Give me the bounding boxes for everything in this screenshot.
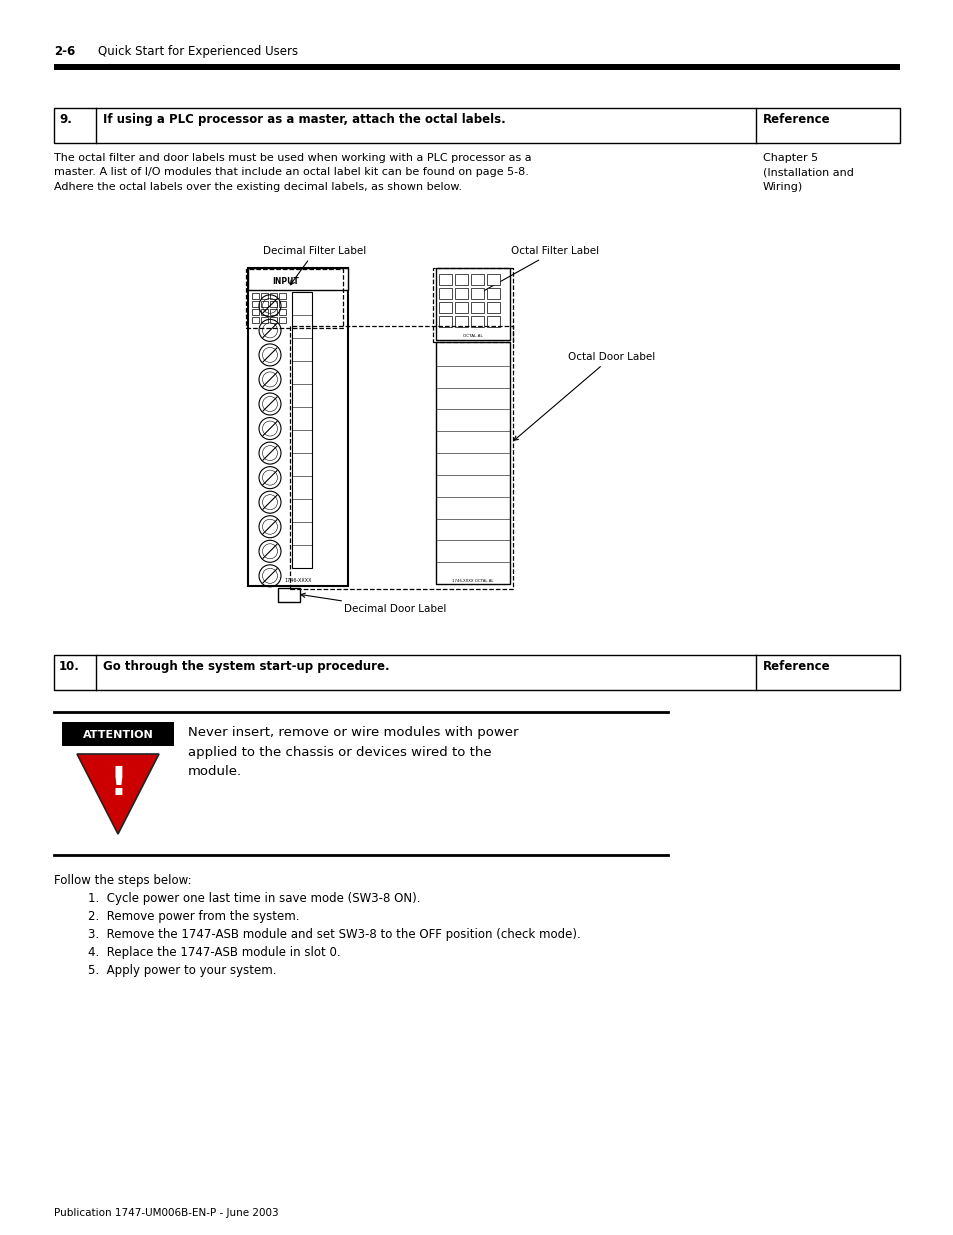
Bar xyxy=(292,291,312,568)
Text: 1746-XXXX: 1746-XXXX xyxy=(284,578,312,583)
Bar xyxy=(278,317,286,324)
Bar xyxy=(436,268,510,340)
Bar xyxy=(252,301,258,308)
Text: Publication 1747-UM006B-EN-P - June 2003: Publication 1747-UM006B-EN-P - June 2003 xyxy=(54,1208,278,1218)
Bar xyxy=(486,288,499,299)
Bar xyxy=(270,317,276,324)
Bar xyxy=(277,588,299,601)
Bar xyxy=(54,107,899,143)
Bar xyxy=(248,268,348,585)
Bar xyxy=(471,303,483,312)
Bar xyxy=(278,309,286,315)
Bar xyxy=(471,274,483,285)
Bar xyxy=(455,274,468,285)
Bar xyxy=(270,301,276,308)
Polygon shape xyxy=(77,755,159,834)
Bar xyxy=(438,274,452,285)
Bar xyxy=(486,274,499,285)
Text: Reference: Reference xyxy=(762,112,830,126)
Bar xyxy=(270,309,276,315)
Text: Octal Filter Label: Octal Filter Label xyxy=(474,246,598,296)
Text: Go through the system start-up procedure.: Go through the system start-up procedure… xyxy=(103,659,389,673)
Bar xyxy=(54,655,899,690)
Text: Quick Start for Experienced Users: Quick Start for Experienced Users xyxy=(98,44,297,58)
Text: 5.  Apply power to your system.: 5. Apply power to your system. xyxy=(88,965,276,977)
Bar xyxy=(455,303,468,312)
Bar xyxy=(252,309,258,315)
Text: Chapter 5
(Installation and
Wiring): Chapter 5 (Installation and Wiring) xyxy=(762,153,853,191)
Bar xyxy=(471,316,483,327)
Bar xyxy=(261,301,268,308)
Bar xyxy=(455,316,468,327)
Text: 1.  Cycle power one last time in save mode (SW3-8 ON).: 1. Cycle power one last time in save mod… xyxy=(88,892,420,905)
Bar xyxy=(261,317,268,324)
Bar xyxy=(486,303,499,312)
Bar xyxy=(62,722,173,746)
Bar xyxy=(252,293,258,299)
Text: If using a PLC processor as a master, attach the octal labels.: If using a PLC processor as a master, at… xyxy=(103,112,505,126)
Bar xyxy=(54,64,899,70)
Bar xyxy=(455,288,468,299)
Text: Reference: Reference xyxy=(762,659,830,673)
Text: OCTAL AL: OCTAL AL xyxy=(462,333,482,338)
Bar xyxy=(290,326,513,589)
Text: Octal Door Label: Octal Door Label xyxy=(514,352,655,441)
Bar xyxy=(252,317,258,324)
Text: 2.  Remove power from the system.: 2. Remove power from the system. xyxy=(88,910,299,923)
Text: Decimal Filter Label: Decimal Filter Label xyxy=(263,246,366,285)
Text: 10.: 10. xyxy=(59,659,80,673)
Bar xyxy=(438,303,452,312)
Text: INPUT: INPUT xyxy=(273,277,299,285)
Bar xyxy=(278,301,286,308)
Bar xyxy=(248,268,348,290)
Text: 3.  Remove the 1747-ASB module and set SW3-8 to the OFF position (check mode).: 3. Remove the 1747-ASB module and set SW… xyxy=(88,927,580,941)
Bar xyxy=(486,316,499,327)
Bar xyxy=(270,293,276,299)
Text: 1746-XXXX OCTAL AL: 1746-XXXX OCTAL AL xyxy=(452,579,494,583)
Bar xyxy=(436,342,510,584)
Bar xyxy=(246,269,343,329)
Text: Decimal Door Label: Decimal Door Label xyxy=(300,593,446,614)
Bar xyxy=(278,293,286,299)
Text: !: ! xyxy=(109,766,127,804)
Bar xyxy=(471,288,483,299)
Text: 4.  Replace the 1747-ASB module in slot 0.: 4. Replace the 1747-ASB module in slot 0… xyxy=(88,946,340,960)
Bar xyxy=(261,309,268,315)
Text: The octal filter and door labels must be used when working with a PLC processor : The octal filter and door labels must be… xyxy=(54,153,531,191)
Bar xyxy=(438,316,452,327)
Bar xyxy=(433,268,513,342)
Text: Follow the steps below:: Follow the steps below: xyxy=(54,874,192,887)
Text: ATTENTION: ATTENTION xyxy=(83,730,153,740)
Text: 9.: 9. xyxy=(59,112,71,126)
Bar xyxy=(261,293,268,299)
Text: 2-6: 2-6 xyxy=(54,44,75,58)
Bar xyxy=(438,288,452,299)
Text: Never insert, remove or wire modules with power
applied to the chassis or device: Never insert, remove or wire modules wit… xyxy=(188,726,518,778)
